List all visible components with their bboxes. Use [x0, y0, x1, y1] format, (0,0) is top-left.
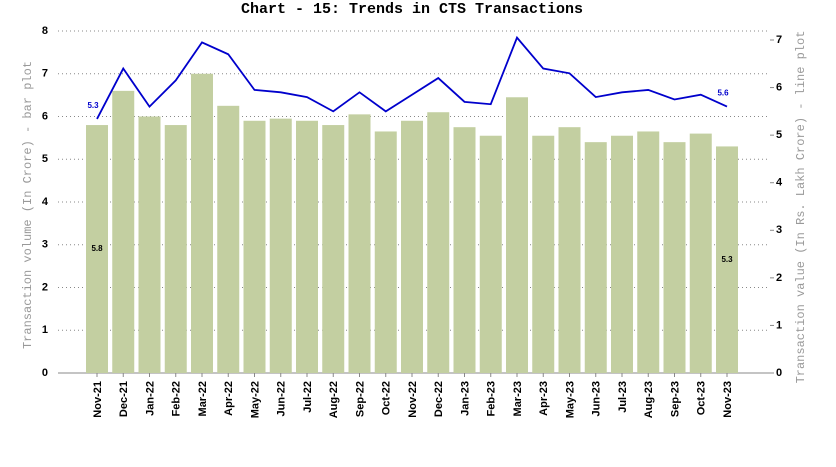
x-tick-label: Sep-22 — [354, 381, 366, 417]
bar — [374, 131, 397, 373]
bar-value-label: 5.3 — [721, 255, 733, 264]
x-tick-label: Dec-22 — [433, 381, 445, 417]
x-tick-label: Feb-22 — [171, 381, 183, 416]
y2-tick-label: 1 — [776, 319, 782, 331]
bar-value-label: 5.8 — [91, 244, 103, 253]
x-tick-label: Aug-22 — [328, 381, 340, 418]
y2-tick-label: 7 — [776, 34, 782, 46]
line-value-label: 5.6 — [717, 89, 729, 98]
bar — [611, 135, 633, 373]
bar — [112, 90, 135, 373]
y2-tick-label: 4 — [776, 177, 783, 189]
y-tick-label: 4 — [42, 196, 49, 208]
bar — [86, 125, 108, 373]
bar — [269, 118, 292, 373]
x-tick-label: Nov-22 — [407, 381, 419, 418]
bar — [479, 135, 502, 373]
x-tick-label: Apr-22 — [223, 381, 235, 416]
x-tick-label: Oct-23 — [696, 381, 708, 415]
x-tick-label: Jul-23 — [617, 381, 629, 413]
y2-tick-label: 0 — [776, 367, 782, 379]
bar — [348, 114, 371, 374]
x-tick-label: May-22 — [249, 381, 261, 418]
bar — [243, 120, 266, 374]
x-tick-label: Jan-22 — [144, 381, 156, 416]
y-tick-label: 5 — [42, 153, 48, 165]
x-tick-label: Jan-23 — [459, 381, 471, 416]
y-tick-label: 2 — [42, 281, 48, 293]
bar — [532, 135, 555, 373]
x-tick-label: Apr-23 — [538, 381, 550, 416]
y-tick-label: 6 — [42, 110, 48, 122]
x-tick-label: Aug-23 — [643, 381, 655, 418]
x-tick-label: Oct-22 — [381, 381, 393, 415]
bar — [558, 127, 581, 373]
chart-title: Chart - 15: Trends in CTS Transactions — [241, 1, 583, 18]
y2-tick-label: 6 — [776, 81, 782, 93]
bar — [716, 146, 738, 373]
y-tick-label: 3 — [42, 239, 48, 251]
bar — [296, 120, 318, 374]
y-tick-label: 8 — [42, 25, 48, 37]
x-tick-label: Feb-23 — [486, 381, 498, 416]
x-tick-label: Jun-22 — [276, 381, 288, 416]
x-tick-label: Mar-23 — [512, 381, 524, 416]
y2-tick-label: 3 — [776, 224, 782, 236]
x-tick-label: Nov-23 — [722, 381, 734, 418]
line — [96, 35, 728, 120]
bar — [217, 105, 240, 373]
y2-tick-label: 2 — [776, 272, 782, 284]
bar — [453, 127, 476, 373]
bar — [164, 125, 187, 373]
x-tick-label: Dec-21 — [118, 381, 130, 417]
y-axis-title: Transaction volume (In Crore) - bar plot — [21, 61, 35, 349]
y2-axis-title: Transaction value (In Rs. Lakh Crore) - … — [794, 31, 808, 384]
bar — [637, 131, 660, 373]
x-tick-label: Jul-22 — [302, 381, 314, 413]
bar — [506, 97, 528, 373]
x-tick-label: Mar-22 — [197, 381, 209, 416]
bar — [138, 116, 161, 373]
bar — [689, 133, 712, 373]
bar — [322, 125, 345, 373]
y-tick-label: 1 — [42, 324, 48, 336]
bar — [427, 112, 450, 373]
bar — [401, 120, 423, 374]
x-tick-label: Jun-23 — [591, 381, 603, 416]
line-value-label: 5.3 — [87, 101, 99, 110]
x-tick-label: May-23 — [564, 381, 576, 418]
y2-tick-label: 5 — [776, 129, 782, 141]
y-tick-label: 7 — [42, 68, 48, 80]
y-tick-label: 0 — [42, 367, 48, 379]
bar — [663, 142, 686, 373]
bar — [191, 73, 213, 373]
bar — [584, 142, 607, 373]
x-tick-label: Nov-21 — [92, 381, 104, 418]
x-tick-label: Sep-23 — [669, 381, 681, 417]
